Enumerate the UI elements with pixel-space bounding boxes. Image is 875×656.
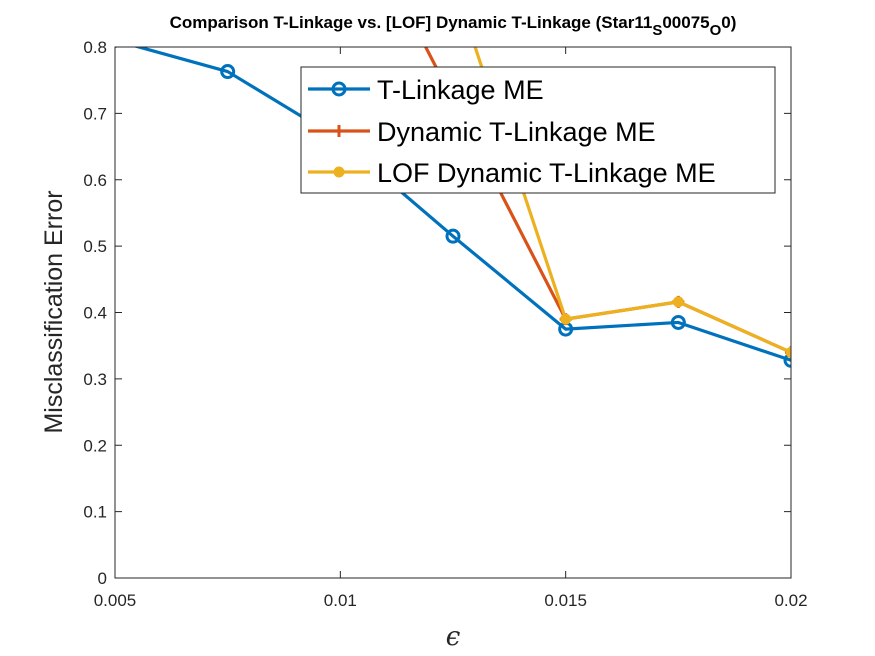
legend-label: Dynamic T-Linkage ME xyxy=(377,117,656,147)
data-point xyxy=(783,352,791,368)
y-tick-label: 0.6 xyxy=(83,171,107,190)
data-point xyxy=(672,296,684,308)
data-point xyxy=(445,228,461,244)
legend-marker xyxy=(333,166,345,178)
y-tick-label: 0.4 xyxy=(83,304,107,323)
y-axis-label: Misclassification Error xyxy=(40,190,68,433)
chart-title: Comparison T-Linkage vs. [LOF] Dynamic T… xyxy=(170,13,737,39)
y-tick-label: 0 xyxy=(98,569,107,588)
legend-marker xyxy=(333,125,345,137)
y-tick-label: 0.7 xyxy=(83,104,107,123)
legend-entry: Dynamic T-Linkage ME xyxy=(308,117,656,147)
legend: T-Linkage ME Dynamic T-Linkage ME LOF Dyna… xyxy=(300,66,776,194)
legend-marker xyxy=(331,81,347,97)
axes-box xyxy=(114,46,792,579)
legend-label: T-Linkage ME xyxy=(377,75,544,105)
x-axis-label: ϵ xyxy=(446,622,461,652)
y-tick-label: 0.1 xyxy=(83,503,107,522)
y-tick-label: 0.5 xyxy=(83,237,107,256)
data-point xyxy=(785,346,791,358)
legend-label: LOF Dynamic T-Linkage ME xyxy=(377,158,716,188)
legend-entry: LOF Dynamic T-Linkage ME xyxy=(308,158,716,188)
x-tick-label: 0.01 xyxy=(324,591,357,610)
legend-box xyxy=(300,66,776,194)
series-line xyxy=(132,47,791,362)
x-tick-label: 0.005 xyxy=(94,591,137,610)
legend-entry: T-Linkage ME xyxy=(308,75,544,105)
x-axis-ticks: 0.005 0.01 0.015 0.02 xyxy=(94,47,808,610)
data-point xyxy=(115,47,119,48)
y-tick-label: 0.3 xyxy=(83,370,107,389)
x-tick-label: 0.02 xyxy=(774,591,807,610)
data-point xyxy=(220,64,236,80)
data-point xyxy=(670,314,686,330)
y-tick-label: 0.2 xyxy=(83,436,107,455)
y-axis-ticks: 0 0.1 0.2 0.3 0.4 0.5 0.6 0.7 0.8 xyxy=(83,38,791,588)
x-tick-label: 0.015 xyxy=(544,591,587,610)
data-point xyxy=(560,313,572,325)
y-tick-label: 0.8 xyxy=(83,38,107,57)
